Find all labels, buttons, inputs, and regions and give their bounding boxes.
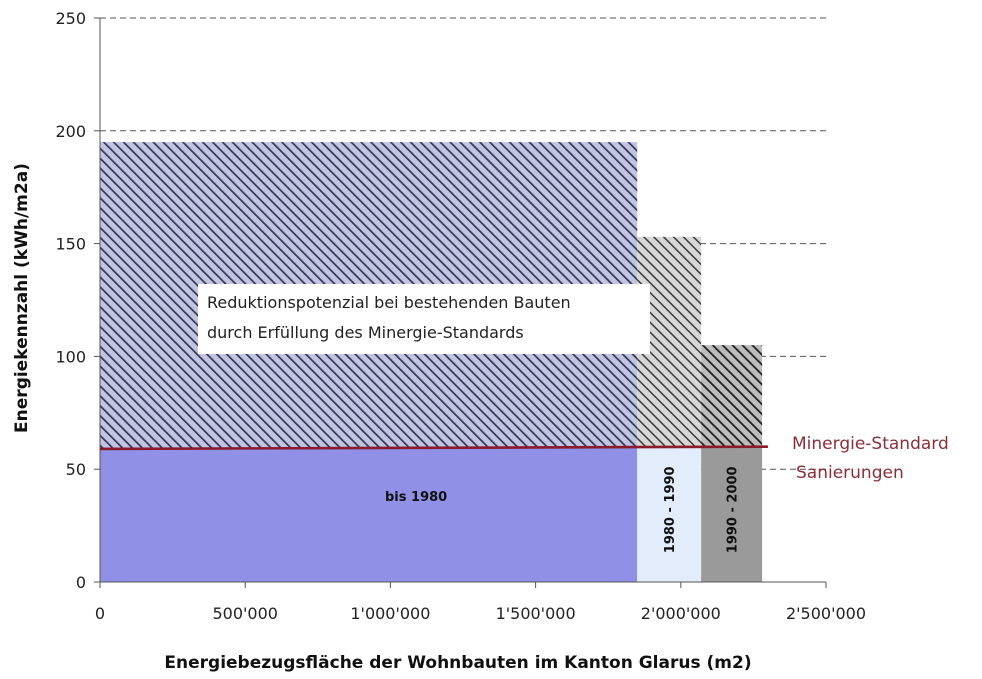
segment-label-bis-1980: bis 1980 — [385, 490, 447, 505]
y-axis-title: Energiekennzahl (kWh/m2a) — [12, 163, 32, 433]
bar-base-1 — [100, 447, 638, 582]
x-tick-label-2: 1'000'000 — [350, 604, 430, 623]
y-tick-label-100: 100 — [55, 347, 86, 366]
y-tick-label-50: 50 — [66, 460, 86, 479]
segment-labels: bis 1980 1980 - 1990 1990 - 2000 — [385, 466, 741, 553]
y-tick-label-250: 250 — [55, 9, 86, 28]
bar-base-3 — [701, 446, 763, 582]
y-tick-label-0: 0 — [76, 573, 86, 592]
annotation-box — [198, 284, 650, 354]
segment-label-1990-2000: 1990 - 2000 — [726, 466, 741, 553]
bar-base-2 — [637, 446, 702, 582]
segment-label-1980-1990: 1980 - 1990 — [663, 466, 678, 553]
y-tick-label-200: 200 — [55, 122, 86, 141]
y-tick-label-150: 150 — [55, 235, 86, 254]
x-tick-label-0: 0 — [95, 604, 105, 623]
ticks: 0 50 100 150 200 250 0 500'000 1'000'000 1'500'00… — [55, 9, 866, 623]
bars — [100, 142, 763, 582]
minergie-reference-line — [99, 445, 768, 451]
x-tick-label-3: 1'500'000 — [496, 604, 576, 623]
x-tick-label-1: 500'000 — [212, 604, 277, 623]
axes — [99, 18, 826, 583]
minergie-label-line-1: Minergie-Standard — [792, 434, 949, 454]
annotation-line-1: Reduktionspotenzial bei bestehenden Baut… — [207, 293, 571, 312]
annotation: Reduktionspotenzial bei bestehenden Baut… — [198, 284, 650, 354]
bar-reduction-3 — [701, 345, 763, 447]
minergie-label-line-2: Sanierungen — [796, 463, 904, 483]
annotation-line-2: durch Erfüllung des Minergie-Standards — [207, 323, 524, 342]
x-tick-label-4: 2'000'000 — [641, 604, 721, 623]
x-tick-label-5: 2'500'000 — [786, 604, 866, 623]
x-axis-title: Energiebezugsfläche der Wohnbauten im Ka… — [164, 653, 751, 673]
